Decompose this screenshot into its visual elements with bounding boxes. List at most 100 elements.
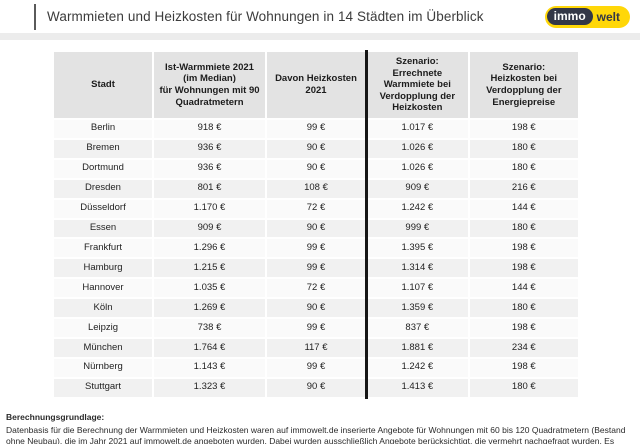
value-cell: 198 €	[469, 319, 578, 338]
value-cell: 936 €	[154, 139, 265, 158]
value-cell: 1.017 €	[367, 119, 468, 138]
city-cell: Essen	[54, 219, 153, 238]
value-cell: 1.242 €	[367, 199, 468, 218]
value-cell: 180 €	[469, 299, 578, 318]
value-cell: 1.314 €	[367, 259, 468, 278]
city-cell: Berlin	[54, 119, 153, 138]
city-cell: München	[54, 339, 153, 357]
data-table-wrapper: Stadt Ist-Warmmiete 2021 (im Median) für …	[52, 50, 580, 399]
footnote-text: Datenbasis für die Berechnung der Warmmi…	[6, 424, 626, 444]
value-cell: 99 €	[266, 239, 365, 258]
value-cell: 918 €	[154, 119, 265, 138]
table-row: Leipzig 738 €99 €837 €198 €	[54, 319, 578, 338]
value-cell: 1.242 €	[367, 358, 468, 377]
value-cell: 909 €	[154, 219, 265, 238]
value-cell: 198 €	[469, 239, 578, 258]
value-cell: 1.026 €	[367, 159, 468, 178]
scenario-separator-line	[365, 50, 369, 399]
value-cell: 99 €	[266, 119, 365, 138]
value-cell: 90 €	[266, 139, 365, 158]
value-cell: 144 €	[469, 199, 578, 218]
table-row: Köln 1.269 €90 €1.359 €180 €	[54, 299, 578, 318]
table-header-row: Stadt Ist-Warmmiete 2021 (im Median) für …	[54, 52, 578, 118]
value-cell: 909 €	[367, 179, 468, 198]
city-cell: Nürnberg	[54, 358, 153, 377]
value-cell: 738 €	[154, 319, 265, 338]
value-cell: 72 €	[266, 279, 365, 298]
value-cell: 198 €	[469, 259, 578, 278]
table-row: Bremen 936 €90 €1.026 €180 €	[54, 139, 578, 158]
city-cell: Dresden	[54, 179, 153, 198]
value-cell: 180 €	[469, 159, 578, 178]
value-cell: 1.035 €	[154, 279, 265, 298]
table-body: Berlin 918 €99 €1.017 €198 € Bremen 936 €90…	[54, 119, 578, 397]
value-cell: 1.170 €	[154, 199, 265, 218]
value-cell: 90 €	[266, 159, 365, 178]
value-cell: 234 €	[469, 339, 578, 357]
value-cell: 1.359 €	[367, 299, 468, 318]
city-cell: Köln	[54, 299, 153, 318]
value-cell: 1.881 €	[367, 339, 468, 357]
table-row: Berlin 918 €99 €1.017 €198 €	[54, 119, 578, 138]
value-cell: 90 €	[266, 378, 365, 397]
page-title: Warmmieten und Heizkosten für Wohnungen …	[47, 9, 484, 24]
column-header: Szenario: Errechnete Warmmiete bei Verdo…	[367, 52, 468, 118]
value-cell: 1.323 €	[154, 378, 265, 397]
header-divider	[0, 33, 640, 40]
column-header: Szenario: Heizkosten bei Verdopplung der…	[469, 52, 578, 118]
value-cell: 72 €	[266, 199, 365, 218]
value-cell: 108 €	[266, 179, 365, 198]
value-cell: 90 €	[266, 219, 365, 238]
value-cell: 198 €	[469, 119, 578, 138]
city-cell: Frankfurt	[54, 239, 153, 258]
value-cell: 90 €	[266, 299, 365, 318]
table-row: Frankfurt 1.296 €99 €1.395 €198 €	[54, 239, 578, 258]
title-bar: Warmmieten und Heizkosten für Wohnungen …	[0, 0, 640, 33]
table-row: Hannover 1.035 €72 €1.107 €144 €	[54, 279, 578, 298]
table-row: München 1.764 €117 €1.881 €234 €	[54, 339, 578, 357]
value-cell: 99 €	[266, 259, 365, 278]
value-cell: 837 €	[367, 319, 468, 338]
table-row: Stuttgart 1.323 €90 €1.413 €180 €	[54, 378, 578, 397]
value-cell: 1.269 €	[154, 299, 265, 318]
column-header: Davon Heizkosten 2021	[266, 52, 365, 118]
value-cell: 801 €	[154, 179, 265, 198]
city-cell: Hamburg	[54, 259, 153, 278]
footnote-heading: Berechnungsgrundlage:	[6, 411, 105, 422]
value-cell: 1.296 €	[154, 239, 265, 258]
footnote: Berechnungsgrundlage: Datenbasis für die…	[6, 412, 632, 444]
value-cell: 1.107 €	[367, 279, 468, 298]
city-cell: Hannover	[54, 279, 153, 298]
title-accent-line	[34, 3, 36, 30]
value-cell: 144 €	[469, 279, 578, 298]
logo-welt-label: welt	[596, 9, 620, 24]
value-cell: 99 €	[266, 319, 365, 338]
value-cell: 1.215 €	[154, 259, 265, 278]
city-cell: Dortmund	[54, 159, 153, 178]
value-cell: 198 €	[469, 358, 578, 377]
table-row: Düsseldorf 1.170 €72 €1.242 €144 €	[54, 199, 578, 218]
column-header: Stadt	[54, 52, 153, 118]
table-row: Dresden 801 €108 €909 €216 €	[54, 179, 578, 198]
value-cell: 180 €	[469, 378, 578, 397]
value-cell: 936 €	[154, 159, 265, 178]
table-row: Nürnberg 1.143 €99 €1.242 €198 €	[54, 358, 578, 377]
value-cell: 1.413 €	[367, 378, 468, 397]
value-cell: 999 €	[367, 219, 468, 238]
value-cell: 216 €	[469, 179, 578, 198]
city-cell: Bremen	[54, 139, 153, 158]
city-cell: Stuttgart	[54, 378, 153, 397]
city-cell: Leipzig	[54, 319, 153, 338]
logo-immo-pill: immo	[546, 8, 593, 25]
table-row: Dortmund 936 €90 €1.026 €180 €	[54, 159, 578, 178]
table-row: Essen 909 €90 €999 €180 €	[54, 219, 578, 238]
value-cell: 180 €	[469, 139, 578, 158]
rent-heating-table: Stadt Ist-Warmmiete 2021 (im Median) für …	[52, 50, 580, 399]
city-cell: Düsseldorf	[54, 199, 153, 218]
value-cell: 1.764 €	[154, 339, 265, 357]
immowelt-logo: immo welt	[544, 5, 630, 28]
value-cell: 1.026 €	[367, 139, 468, 158]
column-header: Ist-Warmmiete 2021 (im Median) für Wohnu…	[154, 52, 265, 118]
value-cell: 1.395 €	[367, 239, 468, 258]
